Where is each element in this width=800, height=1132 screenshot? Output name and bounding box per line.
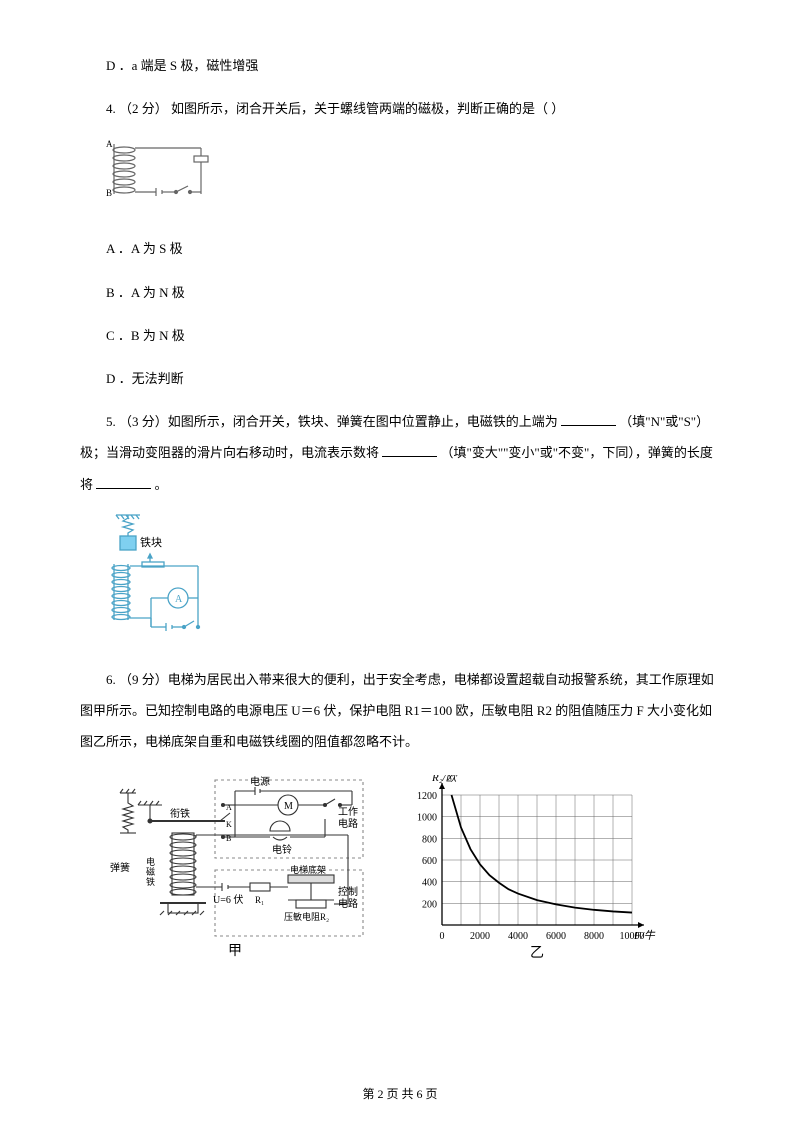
q5-blank-2 xyxy=(382,443,437,457)
svg-text:4000: 4000 xyxy=(508,931,528,942)
svg-text:8000: 8000 xyxy=(584,931,604,942)
q6-figure-group: M xyxy=(110,775,720,969)
svg-text:1200: 1200 xyxy=(417,791,437,802)
label-power: 电源 xyxy=(250,775,270,788)
label-dianci2: 磁 xyxy=(146,866,155,877)
label-bell: 电铃 xyxy=(272,843,292,856)
label-r2: 压敏电阻R₂ xyxy=(284,911,329,922)
svg-text:1000: 1000 xyxy=(417,813,437,824)
q4-stem: 4. （2 分） 如图所示，闭合开关后，关于螺线管两端的磁极，判断正确的是（ ） xyxy=(80,93,720,124)
label-conn-k: K xyxy=(226,820,232,829)
elevator-circuit-icon: M xyxy=(110,775,370,965)
q4-option-d: D ．无法判断 xyxy=(80,363,720,394)
label-r1: R₁ xyxy=(255,895,264,905)
label-spring: 弹簧 xyxy=(110,861,130,874)
q5-figure: 铁块 A xyxy=(106,512,720,646)
q4-option-a: A ．A 为 S 极 xyxy=(80,233,720,264)
page-footer: 第 2 页 共 6 页 xyxy=(0,1085,800,1102)
label-ctrl2: 电路 xyxy=(338,897,358,910)
resistance-graph-icon: 2004006008001000120002000400060008000100… xyxy=(400,775,660,965)
label-platform: 电梯底架 xyxy=(290,864,326,875)
ammeter-label: A xyxy=(175,594,183,605)
q4-option-c: C ．B 为 N 极 xyxy=(80,320,720,351)
svg-text:600: 600 xyxy=(422,856,437,867)
q5-blank-3 xyxy=(96,474,151,488)
q5-text-1: 5. （3 分）如图所示，闭合开关，铁块、弹簧在图中位置静止，电磁铁的上端为 xyxy=(106,414,558,429)
electromagnet-spring-icon: 铁块 A xyxy=(106,512,216,642)
q5-stem: 5. （3 分）如图所示，闭合开关，铁块、弹簧在图中位置静止，电磁铁的上端为 （… xyxy=(80,406,720,500)
label-dianci3: 铁 xyxy=(146,876,155,887)
label-ctrl1: 控制 xyxy=(338,885,358,898)
label-conn-a: A xyxy=(226,803,232,812)
label-a: A xyxy=(106,139,113,149)
svg-text:800: 800 xyxy=(422,835,437,846)
q6-figure-yi: 2004006008001000120002000400060008000100… xyxy=(400,775,660,969)
svg-text:6000: 6000 xyxy=(546,931,566,942)
q4-figure: A B xyxy=(106,136,720,215)
label-b: B xyxy=(106,188,112,198)
q6-figure-jia: M xyxy=(110,775,370,969)
q3-option-d: D ．a 端是 S 极，磁性增强 xyxy=(80,50,720,81)
label-work1: 工作 xyxy=(338,806,358,818)
svg-text:R₂/欧: R₂/欧 xyxy=(431,775,459,784)
label-work2: 电路 xyxy=(338,817,358,830)
label-conn-b: B xyxy=(226,834,231,843)
label-voltage: U=6 伏 xyxy=(213,893,243,906)
q4-option-b: B ．A 为 N 极 xyxy=(80,277,720,308)
label-armature: 衔铁 xyxy=(170,807,190,820)
svg-text:乙: 乙 xyxy=(530,945,544,961)
q6-stem: 6. （9 分）电梯为居民出入带来很大的便利，出于安全考虑，电梯都设置超载自动报… xyxy=(80,664,720,758)
label-jia: 甲 xyxy=(228,944,242,959)
svg-text:200: 200 xyxy=(422,900,437,911)
svg-text:F/牛: F/牛 xyxy=(633,929,656,942)
svg-text:400: 400 xyxy=(422,878,437,889)
q5-blank-1 xyxy=(561,412,616,426)
svg-text:M: M xyxy=(284,801,293,812)
svg-text:0: 0 xyxy=(440,931,445,942)
q5-text-4: 。 xyxy=(155,477,168,492)
solenoid-circuit-icon: A B xyxy=(106,136,236,211)
label-dianci1: 电 xyxy=(146,856,155,867)
svg-text:2000: 2000 xyxy=(470,931,490,942)
iron-label: 铁块 xyxy=(140,536,162,549)
